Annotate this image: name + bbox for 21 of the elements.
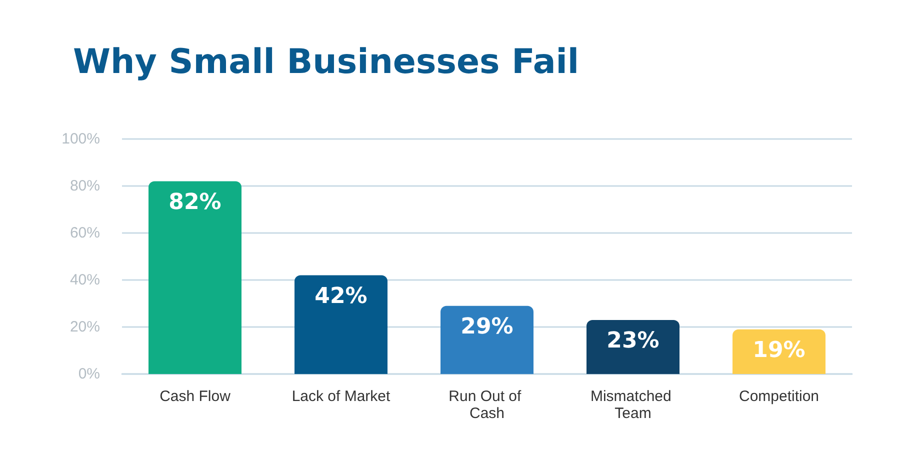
- data-label: 82%: [168, 190, 222, 215]
- y-tick-label: 20%: [70, 318, 100, 336]
- chart-title: Why Small Businesses Fail: [73, 42, 580, 82]
- data-label: 29%: [460, 314, 514, 340]
- x-tick-label: Competition: [738, 388, 820, 405]
- x-tick-label: Lack of Market: [292, 388, 392, 405]
- x-tick-label: Run Out of Cash: [448, 388, 526, 422]
- data-label: 23%: [606, 328, 660, 354]
- bar: [148, 181, 242, 374]
- bar: [586, 320, 680, 374]
- x-tick-label: Cash Flow: [160, 388, 231, 405]
- bar: [440, 306, 534, 374]
- y-tick-label: 100%: [62, 130, 100, 148]
- y-tick-label: 40%: [70, 272, 100, 288]
- y-tick-label: 60%: [70, 224, 100, 242]
- y-tick-label: 80%: [70, 178, 100, 194]
- bar: [294, 275, 388, 374]
- x-tick-label: Mismatched Team: [590, 388, 676, 422]
- y-tick-label: 0%: [78, 366, 100, 382]
- data-label: 19%: [752, 338, 806, 363]
- data-label: 42%: [314, 284, 368, 309]
